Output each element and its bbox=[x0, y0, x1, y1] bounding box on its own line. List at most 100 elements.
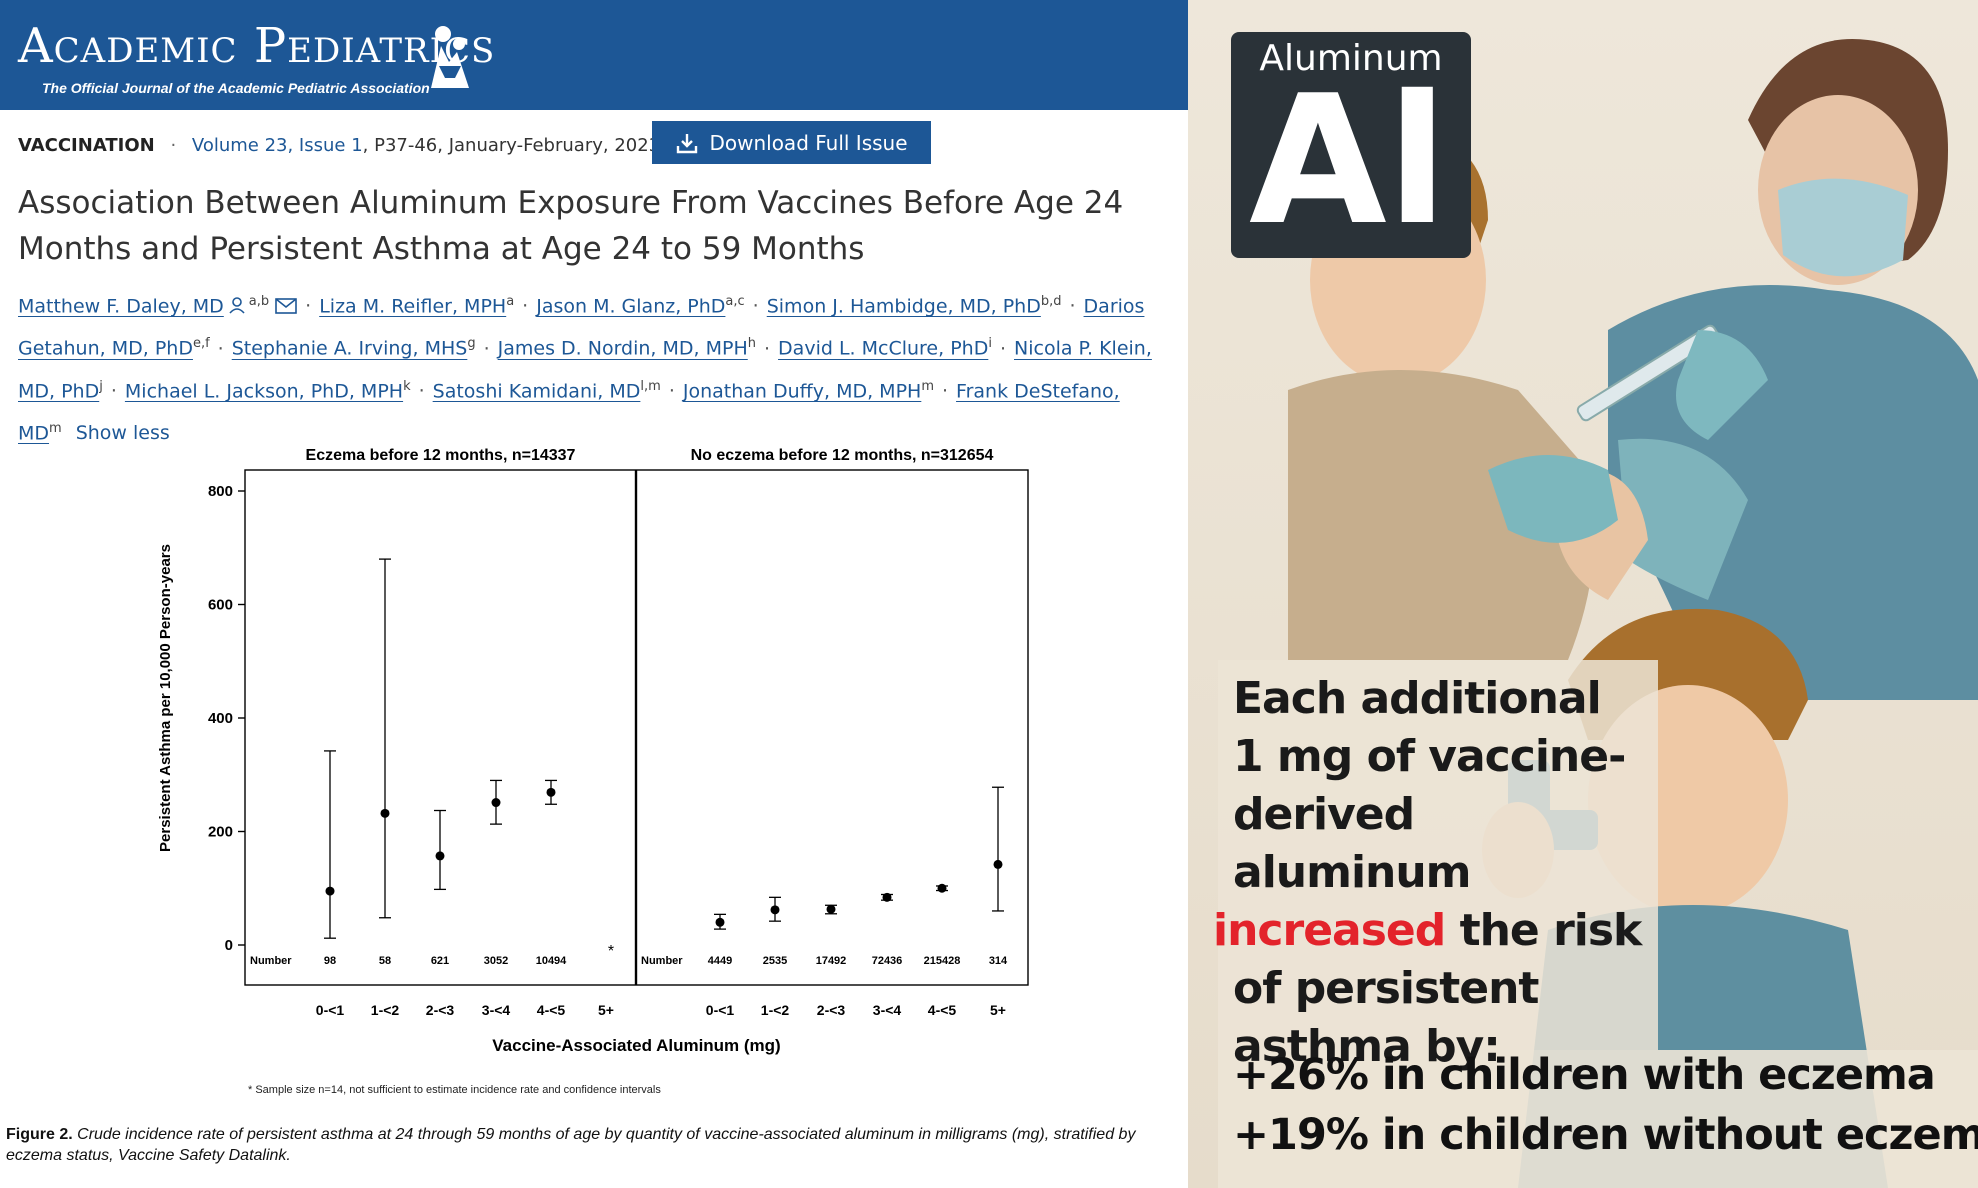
x-tick-label: 3-<4 bbox=[482, 1002, 511, 1018]
headline-line-1: Each additional bbox=[1233, 673, 1602, 724]
show-less-link[interactable]: Show less bbox=[75, 422, 170, 445]
author-separator: · bbox=[217, 337, 224, 360]
meta-separator: · bbox=[170, 135, 177, 156]
email-icon[interactable] bbox=[275, 298, 297, 315]
data-point bbox=[993, 859, 1003, 869]
number-row-label: Number bbox=[641, 955, 683, 967]
x-tick-label: 1-<2 bbox=[761, 1002, 790, 1018]
author-separator: · bbox=[483, 337, 490, 360]
number-value: 17492 bbox=[816, 955, 847, 967]
data-point bbox=[937, 883, 947, 893]
x-tick-label: 2-<3 bbox=[426, 1002, 455, 1018]
figure-caption: Figure 2. Crude incidence rate of persis… bbox=[6, 1124, 1176, 1166]
figure-caption-text: Crude incidence rate of persistent asthm… bbox=[6, 1126, 1136, 1164]
author-affiliation: m bbox=[49, 420, 62, 436]
author-affiliation: i bbox=[988, 336, 992, 352]
author-separator: · bbox=[764, 337, 771, 360]
author-affiliation: m bbox=[921, 378, 934, 394]
x-tick-label: 2-<3 bbox=[817, 1002, 846, 1018]
author-separator: · bbox=[668, 379, 675, 402]
x-tick-label: 4-<5 bbox=[928, 1002, 957, 1018]
volume-link[interactable]: Volume 23, Issue 1 bbox=[191, 135, 363, 156]
author-link[interactable]: Jonathan Duffy, MD, MPH bbox=[682, 379, 922, 402]
author-separator: · bbox=[942, 379, 949, 402]
author-link[interactable]: Jason M. Glanz, PhD bbox=[536, 295, 726, 318]
author-list: Matthew F. Daley, MD a,b · Liza M. Reifler,… bbox=[18, 283, 1178, 452]
data-point bbox=[325, 886, 335, 896]
figure-label: Figure 2. bbox=[6, 1126, 73, 1143]
y-tick-label: 200 bbox=[208, 824, 233, 841]
journal-header: Academic Pediatrics The Official Journal… bbox=[0, 0, 1188, 110]
journal-emblem-icon bbox=[431, 26, 469, 88]
number-value: 98 bbox=[324, 955, 336, 967]
element-word: Aluminum bbox=[1259, 38, 1443, 79]
number-value: 2535 bbox=[763, 955, 787, 967]
author-link[interactable]: Nicola P. Klein, MD, PhD bbox=[18, 337, 1152, 402]
x-tick-label: 1-<2 bbox=[371, 1002, 400, 1018]
number-value: 58 bbox=[379, 955, 391, 967]
headline-line-6: asthma by: bbox=[1233, 1021, 1501, 1072]
journal-tagline: The Official Journal of the Academic Ped… bbox=[42, 80, 430, 96]
download-label: Download Full Issue bbox=[709, 130, 908, 155]
y-tick-label: 600 bbox=[208, 597, 233, 614]
headline-line-3: derived aluminum bbox=[1233, 789, 1472, 898]
author-link[interactable]: Matthew F. Daley, MD bbox=[18, 295, 224, 318]
y-tick-label: 800 bbox=[208, 483, 233, 500]
author-link[interactable]: James D. Nordin, MD, MPH bbox=[497, 337, 748, 360]
infographic-panel: Aluminum Al Each additional 1 mg of vacc… bbox=[1188, 0, 1978, 1188]
chart-footnote: * Sample size n=14, not sufficient to es… bbox=[248, 1084, 661, 1096]
number-value: 10494 bbox=[536, 955, 567, 967]
author-affiliation: h bbox=[747, 336, 756, 352]
author-separator: · bbox=[999, 337, 1006, 360]
person-icon bbox=[229, 297, 245, 314]
article-meta: VACCINATION · Volume 23, Issue 1, P37-46… bbox=[18, 135, 660, 156]
author-affiliation: a,b bbox=[248, 294, 270, 309]
journal-logo[interactable]: Academic Pediatrics bbox=[18, 18, 496, 74]
data-point bbox=[715, 917, 725, 927]
data-point bbox=[435, 851, 445, 861]
author-affiliation: k bbox=[403, 378, 411, 394]
panel-title: No eczema before 12 months, n=312654 bbox=[691, 447, 994, 464]
section-label: VACCINATION bbox=[18, 135, 155, 156]
x-tick-label: 0-<1 bbox=[706, 1002, 735, 1018]
data-point bbox=[770, 905, 780, 915]
number-value: 3052 bbox=[484, 955, 508, 967]
number-row-label: Number bbox=[250, 955, 292, 967]
author-separator: · bbox=[1069, 295, 1076, 318]
x-tick-label: 4-<5 bbox=[537, 1002, 566, 1018]
number-value: 621 bbox=[431, 955, 449, 967]
author-affiliation: e,f bbox=[192, 336, 210, 352]
author-link[interactable]: Stephanie A. Irving, MHS bbox=[231, 337, 468, 360]
number-value: 314 bbox=[989, 955, 1008, 967]
author-link[interactable]: David L. McClure, PhD bbox=[778, 337, 989, 360]
x-tick-label: 3-<4 bbox=[873, 1002, 902, 1018]
article-title: Association Between Aluminum Exposure Fr… bbox=[18, 185, 1124, 267]
headline-line-4: increased the risk bbox=[1213, 902, 1653, 960]
y-tick-label: 400 bbox=[208, 710, 233, 727]
author-link[interactable]: Simon J. Hambidge, MD, PhD bbox=[766, 295, 1041, 318]
data-point bbox=[380, 808, 390, 818]
author-link[interactable]: Michael L. Jackson, PhD, MPH bbox=[124, 379, 404, 402]
data-point bbox=[826, 904, 836, 914]
y-axis-label: Persistent Asthma per 10,000 Person-year… bbox=[157, 544, 174, 852]
author-link[interactable]: Darios Getahun, MD, PhD bbox=[18, 295, 1145, 360]
number-value: 215428 bbox=[924, 955, 961, 967]
pages-text: , P37-46, January-February, 2023 bbox=[362, 135, 661, 156]
download-full-issue-button[interactable]: Download Full Issue bbox=[652, 121, 931, 164]
data-point bbox=[546, 787, 556, 797]
download-icon bbox=[677, 133, 698, 153]
author-link[interactable]: Satoshi Kamidani, MD bbox=[432, 379, 641, 402]
nurse-vaccinating-child-illustration bbox=[1188, 0, 1978, 1188]
author-separator: · bbox=[418, 379, 425, 402]
x-tick-label: 5+ bbox=[990, 1002, 1006, 1018]
data-point bbox=[491, 798, 501, 808]
author-affiliation: a,c bbox=[725, 294, 745, 309]
headline-line-4-rest: the risk bbox=[1445, 905, 1643, 956]
number-value: 72436 bbox=[872, 955, 903, 967]
headline-highlight: increased bbox=[1213, 905, 1446, 956]
author-link[interactable]: Frank DeStefano, MD bbox=[18, 379, 1120, 445]
author-link[interactable]: Liza M. Reifler, MPH bbox=[319, 295, 507, 318]
aluminum-element-tile: Aluminum Al bbox=[1231, 32, 1471, 258]
element-symbol: Al bbox=[1249, 57, 1448, 264]
missing-marker: * bbox=[608, 943, 614, 960]
